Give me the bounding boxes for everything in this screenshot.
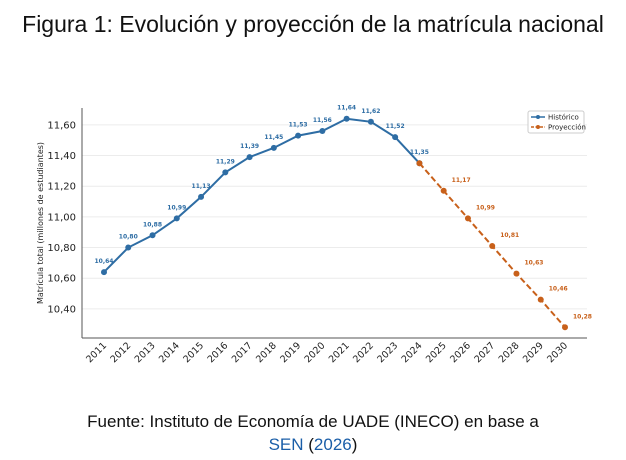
year-link[interactable]: 2026: [313, 435, 352, 454]
data-label: 11,13: [192, 183, 211, 190]
data-point: [392, 134, 399, 141]
data-label: 11,45: [264, 134, 283, 141]
data-point: [270, 144, 277, 151]
legend-label: Proyección: [548, 124, 586, 132]
data-point: [246, 154, 253, 161]
x-tick-label: 2012: [109, 340, 134, 365]
y-tick-label: 10,80: [47, 243, 76, 254]
data-point: [367, 118, 374, 125]
y-tick-label: 10,60: [47, 274, 76, 285]
data-point: [343, 115, 350, 122]
data-label: 11,29: [216, 158, 235, 165]
x-tick-label: 2021: [327, 340, 352, 365]
y-axis-label: Matrícula total (millones de estudiantes…: [36, 142, 45, 304]
x-tick-label: 2025: [424, 340, 449, 365]
x-tick-label: 2024: [400, 340, 425, 365]
data-label: 10,46: [549, 286, 568, 293]
data-point: [416, 160, 423, 167]
data-label: 10,64: [95, 258, 114, 265]
y-tick-label: 11,20: [47, 182, 76, 193]
data-label: 11,56: [313, 117, 332, 124]
data-point: [537, 296, 544, 303]
x-tick-label: 2030: [545, 340, 570, 365]
source-text: Fuente: Instituto de Economía de UADE (I…: [87, 412, 539, 431]
x-tick-label: 2019: [278, 340, 303, 365]
data-point: [101, 269, 107, 276]
y-tick-label: 10,40: [47, 304, 76, 315]
x-tick-label: 2013: [133, 340, 158, 365]
x-tick-label: 2016: [206, 340, 231, 365]
data-label: 10,81: [500, 232, 519, 239]
data-point: [464, 215, 471, 222]
data-label: 11,52: [386, 123, 405, 130]
figure-title: Figura 1: Evolución y proyección de la m…: [22, 11, 604, 37]
legend-marker: [536, 115, 540, 119]
x-tick-label: 2011: [84, 340, 109, 365]
data-label: 10,88: [143, 221, 162, 228]
x-tick-label: 2026: [448, 340, 473, 365]
data-label: 11,64: [337, 105, 356, 112]
x-tick-label: 2022: [351, 340, 376, 365]
data-label: 11,62: [361, 108, 380, 115]
source-note: Fuente: Instituto de Economía de UADE (I…: [0, 410, 626, 456]
data-point: [513, 270, 520, 277]
x-tick-label: 2015: [181, 340, 206, 365]
x-tick-label: 2027: [472, 340, 497, 365]
x-tick-label: 2028: [497, 340, 522, 365]
x-tick-label: 2018: [254, 340, 279, 365]
y-tick-label: 11,40: [47, 151, 76, 162]
data-point: [125, 244, 132, 251]
y-tick-label: 11,00: [47, 212, 76, 223]
data-label: 11,35: [410, 149, 429, 156]
data-point: [173, 215, 180, 222]
data-point: [295, 132, 302, 139]
paren-close: ): [351, 435, 358, 454]
data-point: [562, 324, 568, 331]
data-point: [222, 169, 229, 176]
data-label: 10,80: [119, 234, 138, 241]
x-tick-label: 2020: [303, 340, 328, 365]
y-tick-label: 11,60: [47, 120, 76, 131]
data-label: 10,99: [167, 204, 186, 211]
data-label: 11,53: [289, 122, 308, 129]
data-label: 10,63: [524, 260, 543, 267]
data-label: 10,28: [573, 313, 592, 320]
series-line-0: [103, 117, 421, 273]
x-tick-label: 2023: [375, 340, 400, 365]
data-label: 11,17: [452, 177, 471, 184]
legend-label: Histórico: [548, 114, 579, 122]
sen-link[interactable]: SEN: [268, 435, 304, 454]
data-label: 10,99: [476, 204, 495, 211]
x-tick-label: 2017: [230, 340, 255, 365]
data-point: [489, 243, 496, 249]
x-tick-label: 2014: [157, 340, 182, 365]
x-tick-label: 2029: [521, 340, 546, 365]
data-point: [319, 128, 326, 134]
data-point: [198, 193, 205, 200]
data-point: [149, 232, 156, 239]
paren-open: (: [303, 435, 314, 454]
data-label: 11,39: [240, 143, 259, 150]
data-point: [440, 187, 447, 194]
legend-marker: [536, 125, 540, 129]
